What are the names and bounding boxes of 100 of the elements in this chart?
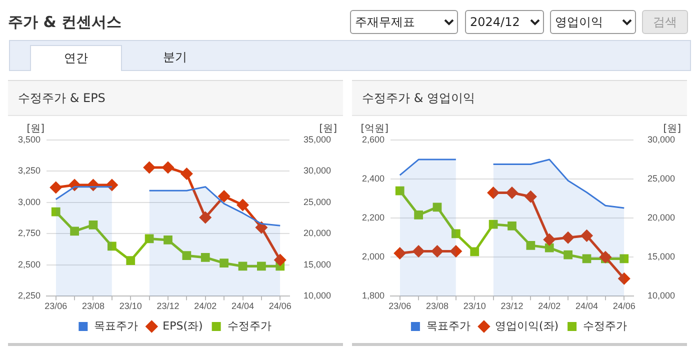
x-tick-label: 23/08	[82, 301, 105, 312]
y-axis-title: [원]	[26, 124, 45, 135]
point	[200, 253, 210, 262]
y2-axis-title: [원]	[663, 124, 682, 135]
y-tick-label: 2,250	[18, 290, 41, 301]
y-tick-label: 2,600	[362, 134, 385, 144]
point	[508, 221, 516, 230]
legend-label: 목표주가	[426, 319, 470, 332]
y2-tick-label: 15,000	[647, 252, 676, 262]
point	[526, 241, 536, 250]
point	[51, 207, 60, 216]
legend-label: EPS(좌)	[162, 319, 203, 332]
y2-tick-label: 10,000	[303, 290, 332, 301]
point	[582, 254, 592, 264]
point	[88, 220, 98, 230]
point	[237, 199, 248, 211]
point	[164, 236, 172, 244]
y2-tick-label: 35,000	[303, 134, 332, 144]
y-tick-label: 2,500	[18, 259, 41, 270]
y2-axis-title: [원]	[319, 124, 338, 135]
point	[562, 232, 574, 244]
chart-title: 수정주가 & EPS	[8, 81, 343, 116]
point	[488, 220, 498, 229]
point	[431, 246, 443, 258]
point	[524, 190, 536, 202]
y2-tick-label: 30,000	[303, 166, 332, 176]
point	[452, 229, 460, 238]
point	[414, 210, 423, 220]
point	[506, 186, 518, 198]
y-tick-label: 3,000	[18, 196, 41, 207]
y-tick-label: 1,800	[362, 290, 385, 301]
y-tick-label: 2,750	[18, 228, 41, 238]
y-tick-label: 3,250	[18, 166, 41, 176]
y2-tick-label: 30,000	[647, 134, 676, 144]
text: 연간	[30, 45, 122, 71]
x-tick-label: 24/06	[612, 301, 636, 312]
point	[395, 186, 404, 196]
point	[218, 190, 230, 202]
point	[432, 202, 442, 212]
point	[238, 262, 248, 271]
text: 분기	[162, 49, 188, 66]
point	[220, 258, 228, 268]
point	[256, 222, 268, 234]
y-tick-label: 2,000	[362, 252, 385, 262]
point	[394, 247, 406, 259]
point	[144, 234, 154, 244]
chart-title: 수정주가 & 영업이익	[352, 81, 687, 116]
point	[144, 162, 156, 174]
text: 주가 & 컨센서스	[8, 13, 122, 32]
point	[620, 254, 629, 264]
point	[274, 254, 286, 266]
x-tick-label: 24/02	[538, 301, 561, 312]
x-tick-label: 24/02	[194, 301, 217, 312]
x-tick-label: 23/12	[156, 301, 180, 312]
y-tick-label: 2,200	[362, 212, 385, 223]
legend-label: 수정주가	[583, 319, 628, 332]
point	[600, 251, 612, 263]
y2-tick-label: 25,000	[647, 174, 676, 184]
y2-tick-label: 20,000	[303, 228, 332, 238]
x-tick-label: 23/10	[119, 301, 142, 312]
point	[180, 168, 192, 180]
y-tick-label: 3,500	[18, 134, 41, 144]
point	[564, 250, 572, 260]
point	[544, 234, 556, 246]
point	[470, 247, 480, 256]
y2-tick-label: 15,000	[303, 259, 332, 270]
point	[618, 272, 630, 284]
point	[70, 226, 79, 236]
x-tick-label: 23/06	[388, 301, 412, 312]
point	[126, 256, 136, 266]
x-tick-label: 24/04	[575, 301, 598, 312]
y2-tick-label: 20,000	[647, 212, 676, 223]
point	[257, 262, 266, 271]
point	[544, 243, 554, 252]
x-tick-label: 24/04	[231, 301, 254, 312]
text: 2024/12	[465, 10, 544, 34]
point	[50, 182, 62, 194]
x-tick-label: 23/08	[426, 301, 449, 312]
legend-label: 수정주가	[227, 319, 272, 332]
point	[450, 246, 462, 258]
point	[412, 246, 424, 258]
y2-tick-label: 10,000	[647, 290, 676, 301]
legend-label: 영업이익(좌)	[494, 319, 559, 332]
text: 검색	[642, 10, 688, 34]
x-tick-label: 23/06	[44, 301, 68, 312]
y-axis-title: [억원]	[360, 124, 389, 135]
legend-label: 목표주가	[94, 319, 138, 332]
point	[581, 230, 592, 242]
point	[108, 242, 116, 251]
y2-tick-label: 25,000	[303, 196, 332, 207]
point	[488, 186, 500, 198]
point	[162, 162, 174, 174]
x-tick-label: 24/06	[268, 301, 292, 312]
point	[200, 212, 212, 224]
text: 주재무제표	[350, 10, 458, 34]
text: 영업이익	[550, 10, 636, 34]
y-tick-label: 2,400	[362, 174, 385, 184]
x-tick-label: 23/10	[463, 301, 486, 312]
x-tick-label: 23/12	[500, 301, 524, 312]
point	[182, 251, 192, 260]
